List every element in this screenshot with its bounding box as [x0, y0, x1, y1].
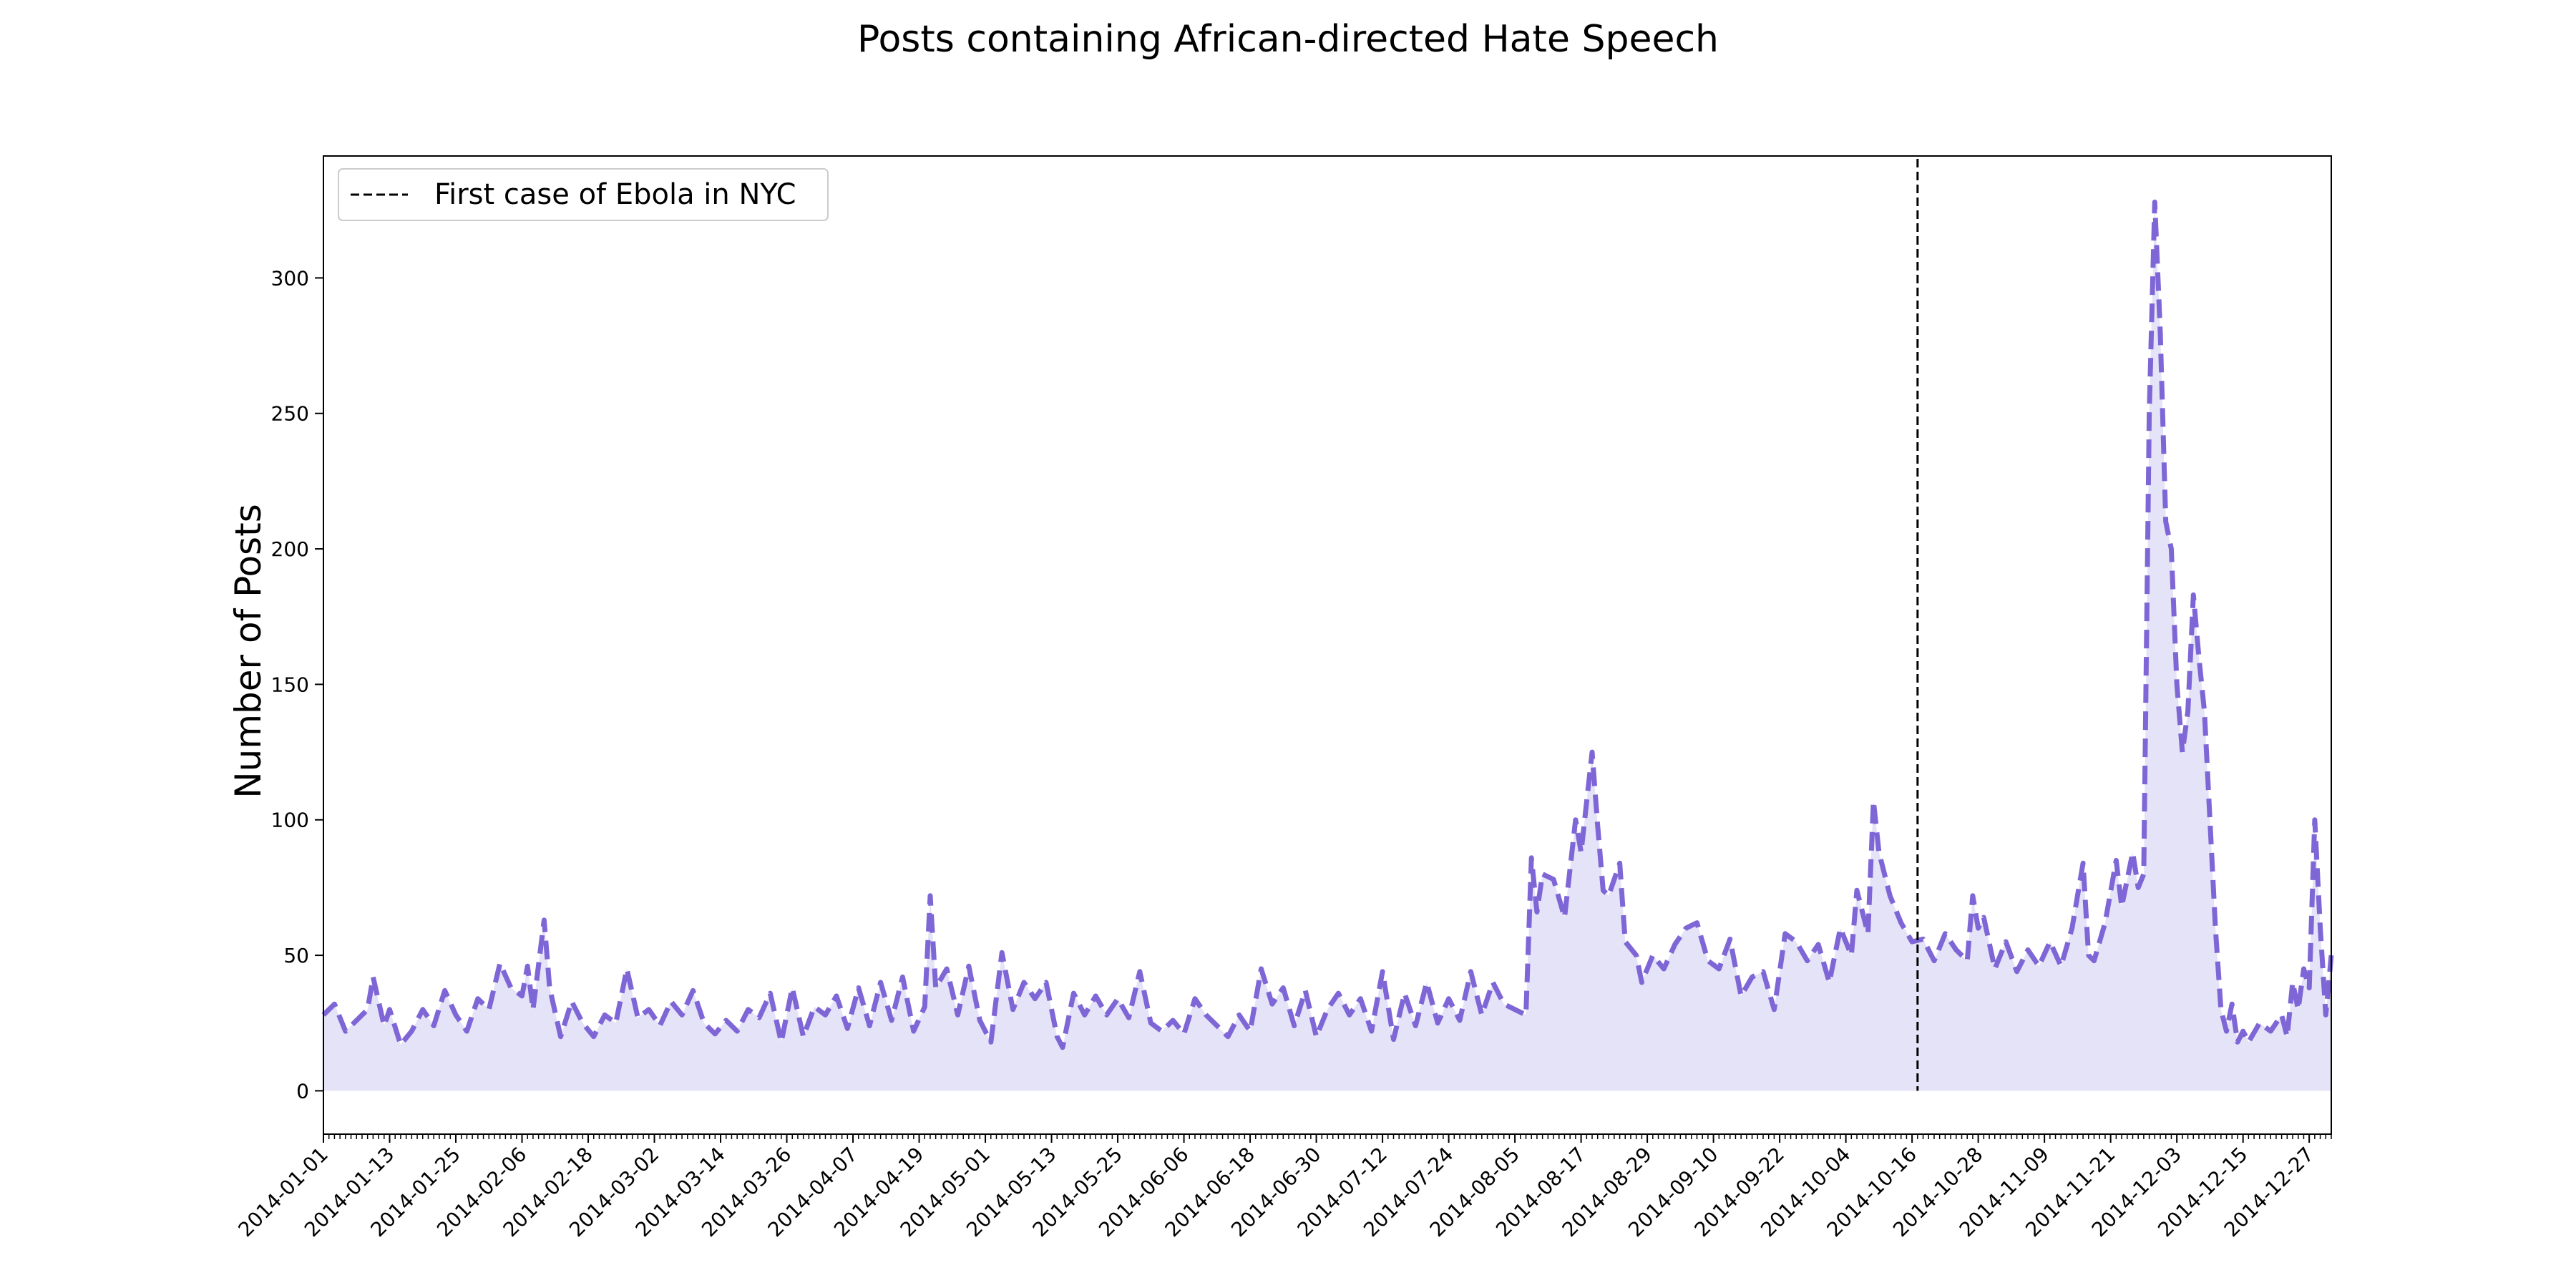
y-axis-ticks: 0 50 100 150 200 250 300 [271, 266, 323, 1103]
series-line [321, 199, 2334, 1050]
legend-label: First case of Ebola in NYC [434, 178, 796, 211]
y-axis-label: Number of Posts [228, 504, 269, 799]
x-axis-ticks: 2014-01-012014-01-132014-01-252014-02-06… [234, 1134, 2332, 1241]
plot-frame [323, 155, 2332, 1135]
y-tick-label: 250 [271, 402, 309, 426]
y-tick-label: 100 [271, 809, 309, 832]
y-tick-label: 0 [296, 1079, 309, 1103]
chart-title: Posts containing African-directed Hate S… [857, 18, 1719, 61]
y-tick-label: 200 [271, 537, 309, 561]
legend-box [338, 168, 829, 221]
y-tick-label: 50 [283, 944, 309, 967]
legend: First case of Ebola in NYC [338, 168, 829, 221]
series-area-fill [323, 202, 2331, 1091]
plot-area [321, 159, 2334, 1091]
y-tick-label: 150 [271, 673, 309, 696]
y-tick-label: 300 [271, 266, 309, 290]
